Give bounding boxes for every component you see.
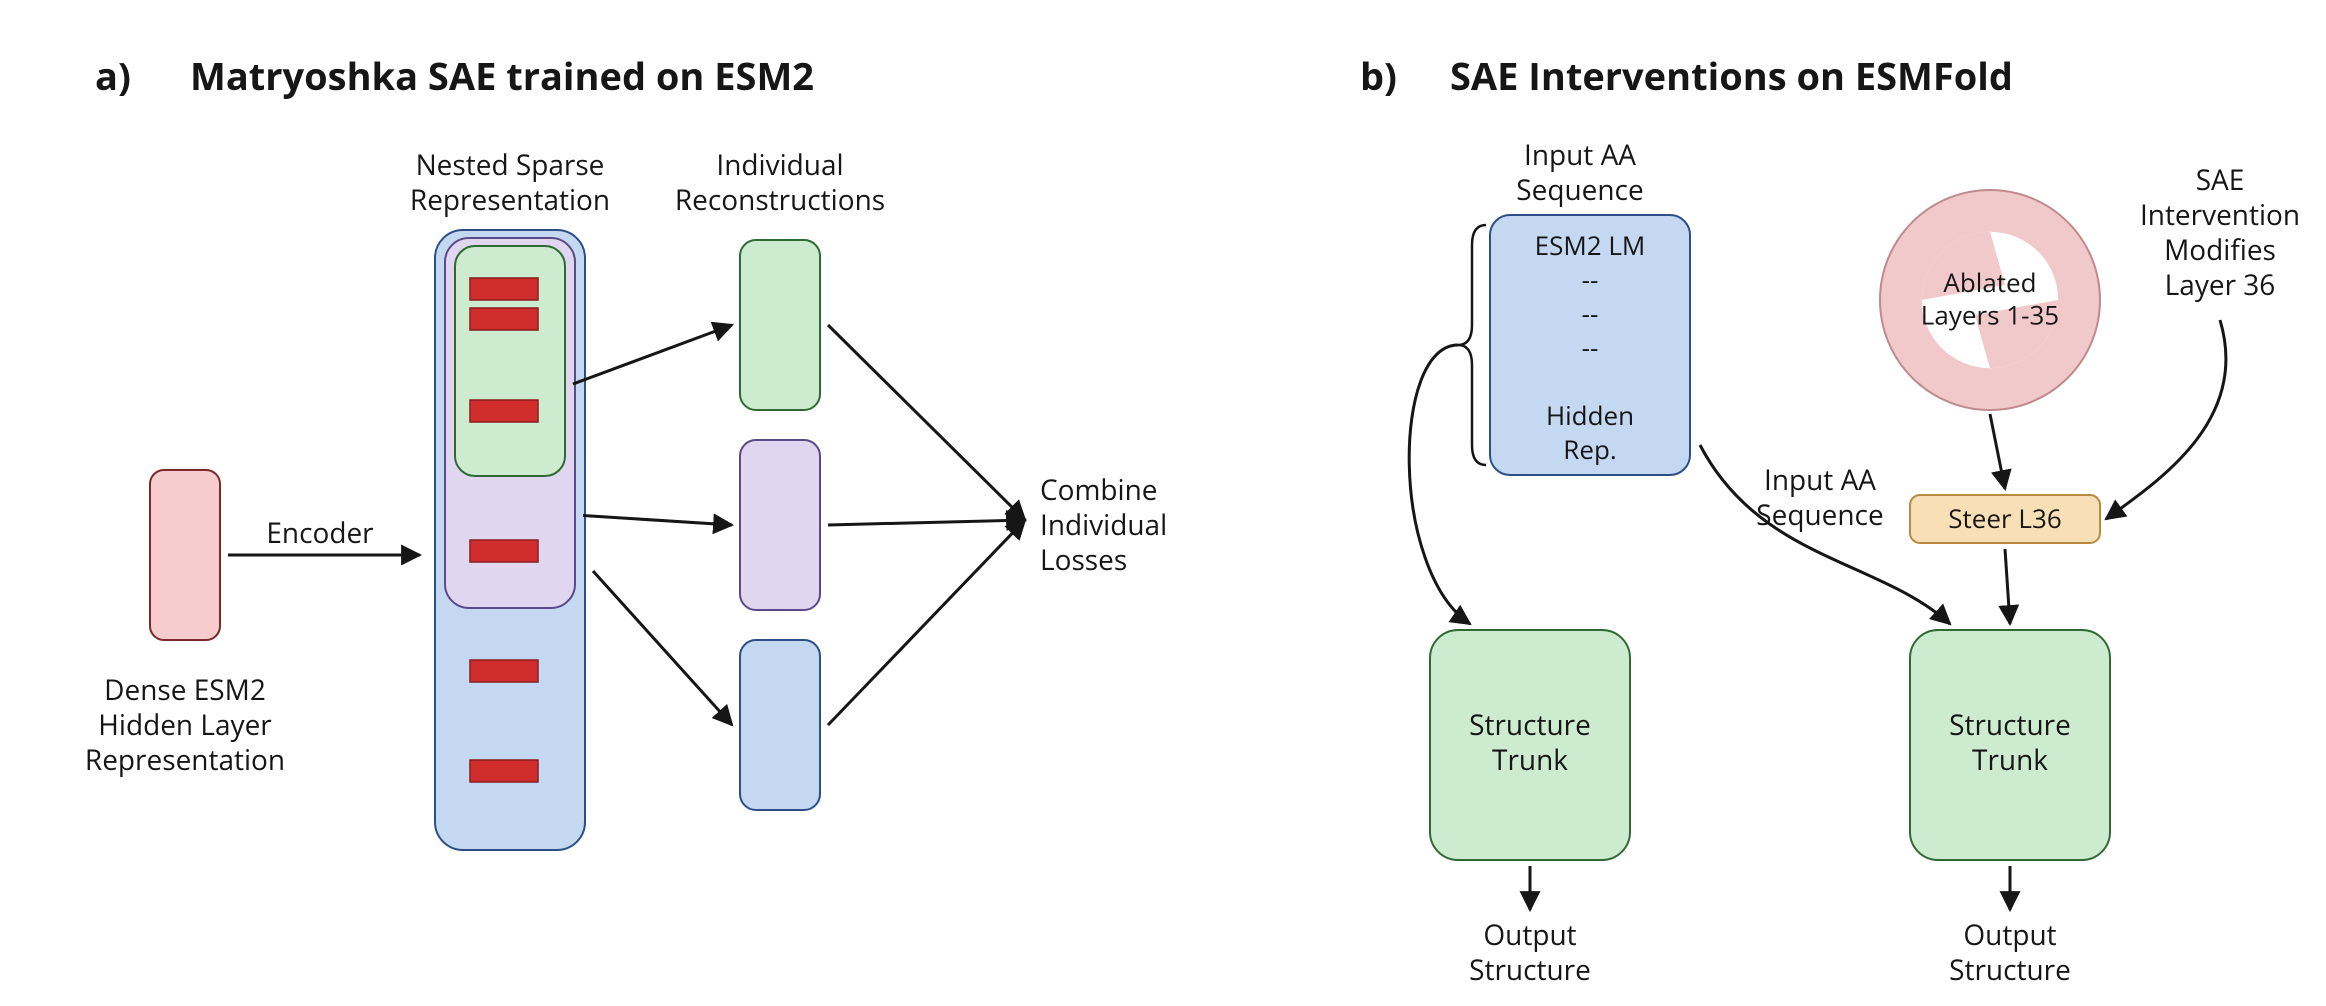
combine-label: Combine: [1040, 471, 1158, 509]
combine-label: Individual: [1040, 506, 1167, 544]
dense-esm2-label: Representation: [85, 741, 285, 779]
arrow-outer-to-blue: [593, 571, 732, 725]
feature-bar: [470, 540, 538, 562]
arrow-purple-to-combine: [828, 520, 1025, 525]
recon-green: [740, 240, 820, 410]
input-aa-label: Sequence: [1516, 171, 1643, 209]
output-left-label: Output: [1483, 916, 1576, 954]
sae-intervention-label: Modifies: [2164, 231, 2276, 269]
panel-a-prefix: a): [95, 50, 131, 102]
esm2-lm-line: Hidden: [1546, 397, 1634, 433]
input-aa-label: Input AA: [1524, 136, 1636, 174]
output-right-label: Structure: [1949, 951, 2071, 989]
sae-intervention-label: Layer 36: [2165, 266, 2276, 304]
sae-to-steer: [2106, 320, 2226, 519]
combine-label: Losses: [1040, 541, 1127, 579]
ablated-text: Ablated: [1943, 264, 2036, 300]
dense-esm2-label: Hidden Layer: [98, 706, 272, 744]
panel-b-title: SAE Interventions on ESMFold: [1450, 50, 2013, 102]
dense-esm2-box: [150, 470, 220, 640]
panel-b-prefix: b): [1360, 50, 1397, 102]
feature-bar: [470, 278, 538, 300]
structure-trunk-left-label: Trunk: [1492, 741, 1568, 779]
esm2-lm-line: --: [1582, 261, 1599, 297]
esm2-lm-line: --: [1582, 295, 1599, 331]
arrow-inner-to-green: [573, 325, 732, 384]
middle-input-label: Input AA: [1764, 461, 1876, 499]
arrow-middle-to-purple: [583, 516, 732, 526]
arrow-blue-to-combine: [828, 520, 1025, 725]
output-right-label: Output: [1963, 916, 2056, 954]
brace-to-trunk-left: [1409, 345, 1470, 624]
ablated-to-steer: [1990, 414, 2005, 489]
recon-blue: [740, 640, 820, 810]
structure-trunk-left-label: Structure: [1469, 706, 1591, 744]
output-left-label: Structure: [1469, 951, 1591, 989]
nested-label: Representation: [410, 181, 610, 219]
sae-intervention-label: SAE: [2196, 161, 2245, 199]
dense-esm2-label: Dense ESM2: [104, 671, 266, 709]
sae-intervention-label: Intervention: [2140, 196, 2300, 234]
esm2-brace: [1458, 225, 1486, 465]
structure-trunk-right-label: Structure: [1949, 706, 2071, 744]
encoder-label: Encoder: [266, 514, 374, 552]
panel-a-title: Matryoshka SAE trained on ESM2: [190, 50, 814, 102]
steer-to-trunk-right: [2005, 549, 2010, 624]
recon-label: Reconstructions: [675, 181, 885, 219]
feature-bar: [470, 660, 538, 682]
esm2-lm-line: --: [1582, 329, 1599, 365]
nested-label: Nested Sparse: [416, 146, 605, 184]
esm2-lm-line: ESM2 LM: [1535, 227, 1646, 263]
arrow-green-to-combine: [828, 325, 1025, 520]
steer-l36-label: Steer L36: [1948, 500, 2061, 536]
recon-label: Individual: [716, 146, 843, 184]
ablated-text: Layers 1-35: [1921, 297, 2059, 333]
esm2-lm-line: Rep.: [1563, 431, 1616, 467]
feature-bar: [470, 760, 538, 782]
recon-purple: [740, 440, 820, 610]
feature-bar: [470, 400, 538, 422]
structure-trunk-right-label: Trunk: [1972, 741, 2048, 779]
feature-bar: [470, 308, 538, 330]
